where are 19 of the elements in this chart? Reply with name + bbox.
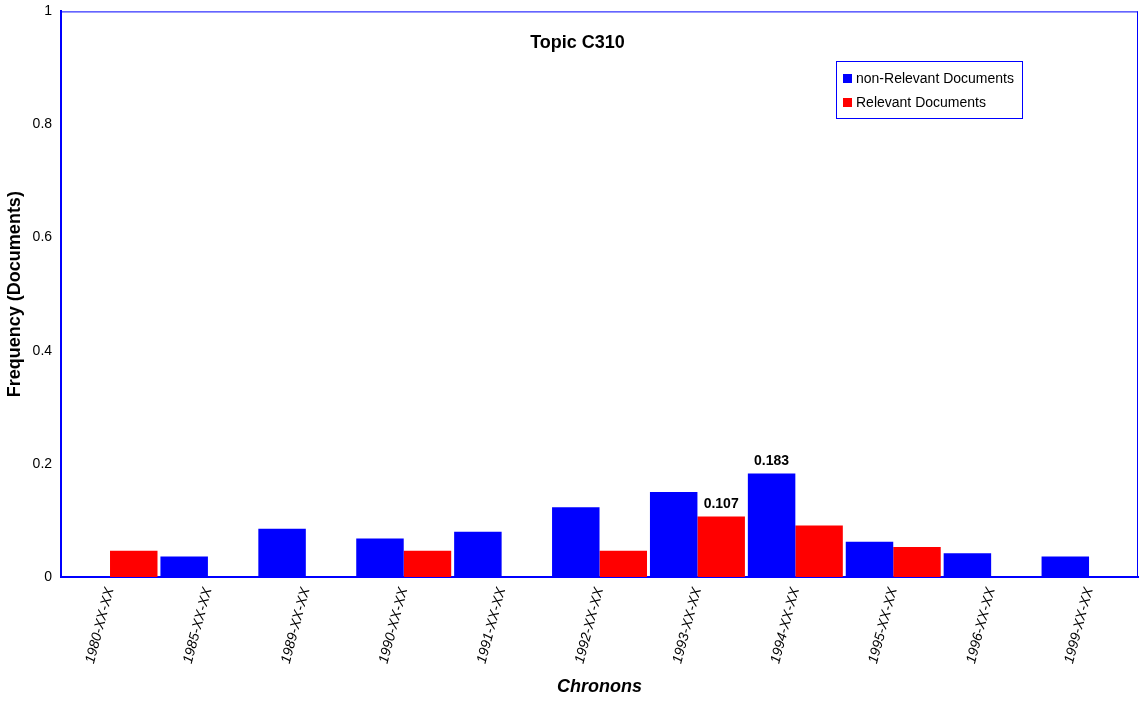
y-tick-label: 0.4 — [32, 341, 53, 358]
y-tick-label: 0.8 — [32, 115, 53, 132]
y-tick-label: 1 — [44, 2, 53, 19]
data-label: 0.183 — [754, 452, 790, 469]
legend-label: non-Relevant Documents — [856, 69, 1014, 89]
y-tick-label: 0 — [44, 567, 53, 584]
bar — [599, 550, 648, 577]
bar — [697, 516, 745, 577]
y-tick-label: 0.2 — [32, 454, 53, 471]
legend-label: Relevant Documents — [856, 93, 986, 113]
data-label: 0.107 — [703, 495, 739, 512]
y-axis-title: Frequency (Documents) — [3, 191, 24, 398]
y-tick-label: 0.6 — [32, 228, 53, 245]
text: Topic C310 — [530, 32, 625, 53]
x-axis-title: Chronons — [557, 676, 643, 697]
bar — [403, 550, 452, 577]
bar — [893, 546, 941, 577]
bar — [795, 525, 843, 577]
bar — [110, 550, 158, 577]
